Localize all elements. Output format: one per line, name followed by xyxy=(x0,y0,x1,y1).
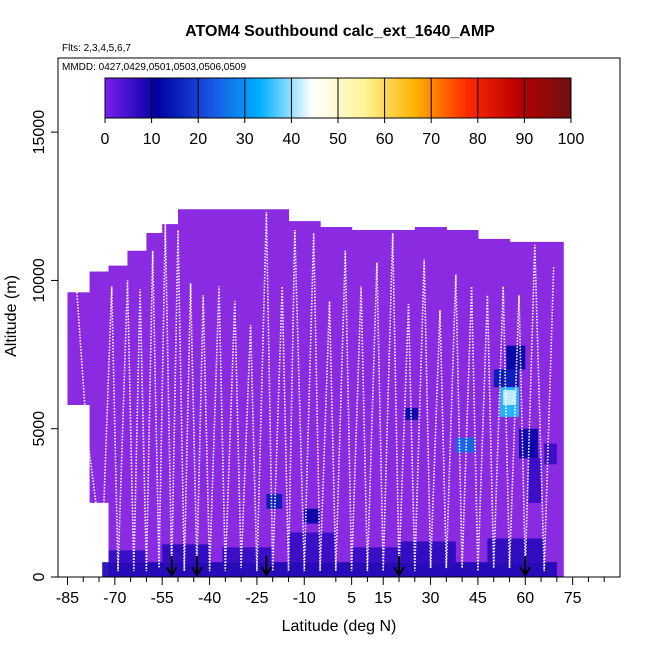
flight-track-line xyxy=(76,212,555,572)
heatmap-column-11 xyxy=(320,227,353,577)
heatmap-column-6 xyxy=(177,209,198,577)
heatmap-cell-18 xyxy=(544,443,557,465)
y-axis-label: Altitude (m) xyxy=(3,275,20,357)
heatmap-cell-2 xyxy=(162,544,210,563)
colorbar-tick-label: 60 xyxy=(376,131,394,148)
colorbar-tick-label: 90 xyxy=(516,131,534,148)
ground-arrow-head xyxy=(260,566,273,577)
ground-arrow-0 xyxy=(165,556,178,577)
plot-frame xyxy=(57,57,621,578)
x-tick-label: 5 xyxy=(347,590,356,607)
chart-title: ATOM4 Southbound calc_ext_1640_AMP xyxy=(185,23,495,40)
y-tick-label: 5000 xyxy=(31,411,48,447)
heatmap-column-5 xyxy=(162,224,179,577)
heatmap-column-4 xyxy=(146,232,163,577)
flight-track-layer xyxy=(76,212,555,572)
ground-arrow-3 xyxy=(393,556,405,577)
heatmap-cell-0 xyxy=(102,562,557,577)
colorbar-tick-label: 0 xyxy=(101,131,110,148)
heatmap-column-14 xyxy=(414,227,447,577)
ground-arrows-layer xyxy=(165,556,532,577)
colorbar-tick-label: 80 xyxy=(469,131,487,148)
heatmap-column-7 xyxy=(196,209,226,577)
heatmap-cell-11 xyxy=(455,437,475,453)
ground-arrow-head xyxy=(519,566,532,577)
x-tick-label: -40 xyxy=(198,590,221,607)
heatmap-cell-1 xyxy=(108,550,147,563)
x-axis-label: Latitude (deg N) xyxy=(282,618,397,635)
heatmap-cell-12 xyxy=(493,369,519,388)
heatmap-cell-5 xyxy=(351,547,399,563)
heatmap-column-15 xyxy=(446,230,479,578)
colorbar-tick-label: 100 xyxy=(558,131,585,148)
heatmap-cell-4 xyxy=(288,532,336,563)
ground-arrow-head xyxy=(191,566,203,577)
x-tick-label: 60 xyxy=(516,590,534,607)
heatmap-cell-6 xyxy=(398,541,456,563)
x-tick-label: -25 xyxy=(245,590,268,607)
heatmap-cell-3 xyxy=(222,547,273,563)
ground-arrow-head xyxy=(165,566,178,577)
x-tick-label: 45 xyxy=(469,590,487,607)
heatmap-layer xyxy=(67,209,564,578)
x-tick-label: 75 xyxy=(564,590,582,607)
y-tick-label: 10000 xyxy=(31,258,48,303)
x-tick-label: -70 xyxy=(103,590,126,607)
ground-arrow-1 xyxy=(191,556,203,577)
heatmap-column-0 xyxy=(67,292,91,405)
heatmap-cell-7 xyxy=(487,538,545,563)
ground-arrow-head xyxy=(393,566,405,577)
x-tick-label: 15 xyxy=(374,590,392,607)
dates-subtitle: MMDD: 0427,0429,0501,0503,0506,0509 xyxy=(62,62,246,73)
x-tick-label: -10 xyxy=(293,590,316,607)
colorbar-tick-label: 40 xyxy=(283,131,301,148)
colorbar-tick-label: 50 xyxy=(329,131,347,148)
colorbar-tick-label: 70 xyxy=(422,131,440,148)
x-tick-label: -55 xyxy=(151,590,174,607)
colorbar-tick-label: 20 xyxy=(189,131,207,148)
x-tick-label: 30 xyxy=(422,590,440,607)
ground-arrow-2 xyxy=(260,556,273,577)
axes-layer: -85 -70 -55 -40 -25 -10 5 15 30 45 60 75 0 5000 10000 1… xyxy=(31,57,621,607)
y-tick-label: 0 xyxy=(31,572,48,581)
heatmap-column-2 xyxy=(108,265,129,577)
heatmap-column-3 xyxy=(127,250,148,577)
heatmap-cell-9 xyxy=(304,508,321,524)
heatmap-column-9 xyxy=(256,209,290,577)
heatmap-cell-15 xyxy=(506,345,526,370)
colorbar-tick-label: 10 xyxy=(143,131,161,148)
colorbar: 0 10 20 30 40 50 60 70 80 90 100 xyxy=(101,77,585,148)
y-tick-label: 15000 xyxy=(31,110,48,155)
flights-subtitle: Flts: 2,3,4,5,6,7 xyxy=(62,43,131,54)
heatmap-column-13 xyxy=(383,230,416,578)
ground-arrow-4 xyxy=(519,556,532,577)
x-tick-label: -85 xyxy=(56,590,79,607)
heatmap-column-1 xyxy=(89,271,110,503)
heatmap-cell-10 xyxy=(405,407,418,420)
colorbar-tick-label: 30 xyxy=(236,131,254,148)
heatmap-cell-17 xyxy=(528,458,542,503)
